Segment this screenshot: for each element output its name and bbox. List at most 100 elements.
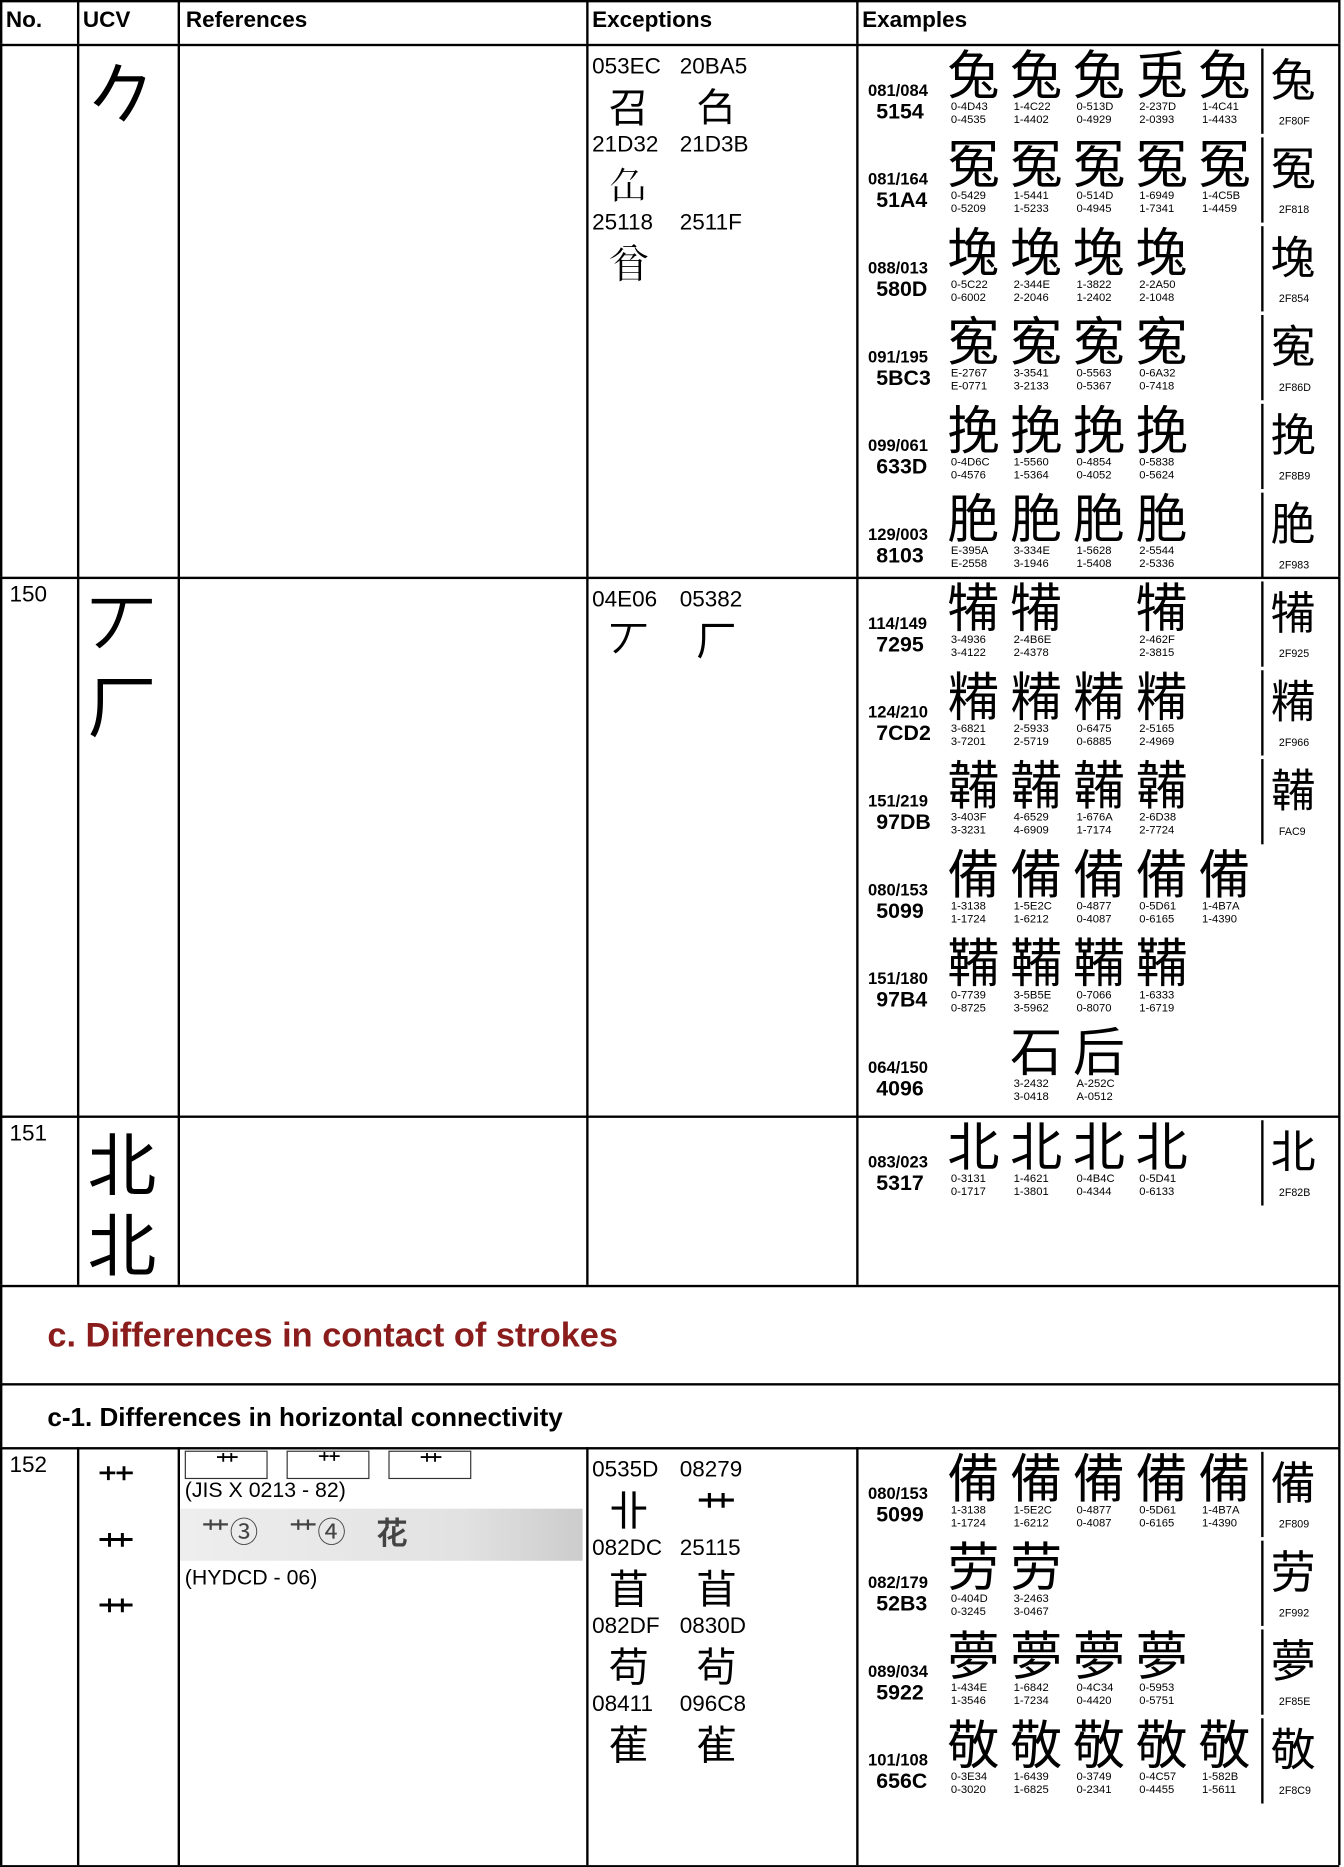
- source-code: 1-4B7A: [1201, 899, 1240, 914]
- example-code: 580D: [876, 277, 928, 301]
- source-code: 2-5336: [1139, 557, 1175, 571]
- reference-scan: [179, 1508, 583, 1561]
- example-glyph: 鞴: [1135, 935, 1188, 994]
- source-code: 3-1946: [1013, 557, 1049, 571]
- example-glyph: 韛: [1135, 757, 1188, 816]
- rule: [586, 0, 588, 44]
- compat-code: 2F85E: [1278, 1695, 1311, 1708]
- example-glyph: 挽: [1135, 402, 1188, 461]
- compat-code: 2F8C9: [1278, 1784, 1311, 1797]
- rule: [0, 576, 2, 1116]
- compat-glyph: 韛: [1270, 767, 1316, 818]
- example-code: 97DB: [876, 809, 931, 834]
- rule: [0, 1383, 2, 1448]
- radical-stroke: 114/149: [868, 613, 928, 633]
- exception-glyph: 卝: [608, 1490, 649, 1535]
- compat-glyph: 冤: [1270, 145, 1316, 196]
- example-glyph: 夢: [1072, 1628, 1125, 1687]
- source-code: 1-4C41: [1201, 100, 1239, 114]
- example-glyph: 挽: [1010, 402, 1063, 461]
- source-code: 0-7418: [1139, 380, 1175, 394]
- compat-code: 2F925: [1278, 647, 1310, 660]
- exception-code: 25115: [679, 1535, 741, 1561]
- rule: [1261, 48, 1263, 134]
- rule: [1338, 0, 1340, 44]
- source-code: 0-5D61: [1139, 1503, 1177, 1517]
- source-code: 1-5441: [1013, 189, 1049, 203]
- exception-glyph: 𡴲: [608, 165, 649, 210]
- exception-code: 08279: [679, 1457, 743, 1483]
- source-code: 0-4945: [1076, 202, 1112, 216]
- exception-glyph: 苟: [608, 1647, 649, 1692]
- source-code: 3-7201: [950, 735, 986, 749]
- source-code: 0-5751: [1139, 1694, 1175, 1708]
- source-code: 2-2046: [1013, 291, 1049, 305]
- example-code: 5099: [876, 1502, 924, 1527]
- example-glyph: 敬: [1198, 1717, 1251, 1776]
- source-code: 1-5628: [1076, 544, 1112, 558]
- rule: [856, 0, 858, 44]
- rule: [177, 0, 180, 44]
- exception-code: 0535D: [592, 1457, 659, 1483]
- example-glyph: 備: [947, 846, 1000, 905]
- example-glyph: 備: [1135, 1450, 1188, 1509]
- source-code: 1-2402: [1076, 291, 1112, 305]
- exception-code: 0830D: [679, 1614, 747, 1639]
- example-code: 656C: [876, 1769, 928, 1793]
- exception-code: 2511F: [679, 210, 742, 236]
- example-glyph: 敬: [1072, 1717, 1125, 1776]
- source-code: 2-0393: [1139, 113, 1175, 127]
- source-code: 0-6A32: [1139, 367, 1176, 381]
- source-code: 0-5838: [1139, 455, 1175, 469]
- example-code: 5154: [876, 99, 924, 124]
- rule: [76, 1447, 79, 1866]
- example-glyph: 備: [1072, 1450, 1125, 1509]
- reference-glyph: 艹: [388, 1450, 472, 1480]
- exception-code: 053EC: [592, 54, 661, 80]
- radical-stroke: 091/195: [868, 346, 928, 366]
- source-code: 3-3231: [950, 824, 986, 838]
- compat-glyph: 備: [1270, 1460, 1316, 1510]
- source-code: 1-6333: [1139, 988, 1175, 1002]
- rule: [1338, 1115, 1340, 1285]
- source-code: 0-6885: [1076, 735, 1112, 749]
- source-code: 1-5E2C: [1013, 899, 1052, 914]
- rule: [177, 576, 180, 1116]
- source-code: 1-6949: [1139, 189, 1175, 203]
- source-code: 0-5367: [1076, 380, 1112, 394]
- compat-code: 2F82B: [1278, 1186, 1311, 1199]
- source-code: 1-6719: [1139, 1001, 1175, 1015]
- source-code: 2-462F: [1139, 633, 1175, 647]
- exception-glyph: 𡴻: [696, 165, 728, 210]
- ucv-glyph: 𠂊: [87, 56, 157, 134]
- compat-glyph: 敬: [1270, 1726, 1316, 1777]
- radical-stroke: 151/219: [868, 791, 928, 810]
- radical-stroke: 129/003: [868, 524, 928, 544]
- rule: [0, 43, 1340, 46]
- reference-glyph: 花: [376, 1516, 408, 1552]
- example-code: 8103: [876, 543, 924, 568]
- example-glyph: 糒: [1135, 669, 1188, 728]
- source-code: 0-4B4C: [1076, 1172, 1115, 1186]
- compat-code: 2F983: [1278, 558, 1310, 571]
- source-code: 0-514D: [1076, 189, 1114, 203]
- reference-glyph: ⺾: [184, 1450, 268, 1480]
- source-code: 0-4087: [1076, 1516, 1112, 1530]
- reference-glyph: 艹④: [288, 1518, 346, 1549]
- source-code: 0-4087: [1076, 913, 1112, 927]
- compat-code: 2F854: [1278, 292, 1310, 305]
- source-code: 1-1724: [950, 1516, 986, 1530]
- source-code: 3-0467: [1013, 1605, 1049, 1619]
- source-code: 0-3749: [1076, 1770, 1112, 1784]
- reference-glyph: ⺿: [286, 1450, 370, 1480]
- column-header: No.: [5, 8, 43, 34]
- radical-stroke: 151/180: [868, 968, 928, 988]
- example-glyph: 備: [1010, 846, 1063, 905]
- source-code: 1-6825: [1013, 1783, 1049, 1797]
- example-glyph: 堍: [947, 224, 1000, 284]
- exception-glyph: 厂: [696, 620, 737, 665]
- example-code: 7CD2: [876, 721, 931, 745]
- row-number: 152: [9, 1453, 48, 1478]
- compat-code: 2F992: [1278, 1606, 1310, 1619]
